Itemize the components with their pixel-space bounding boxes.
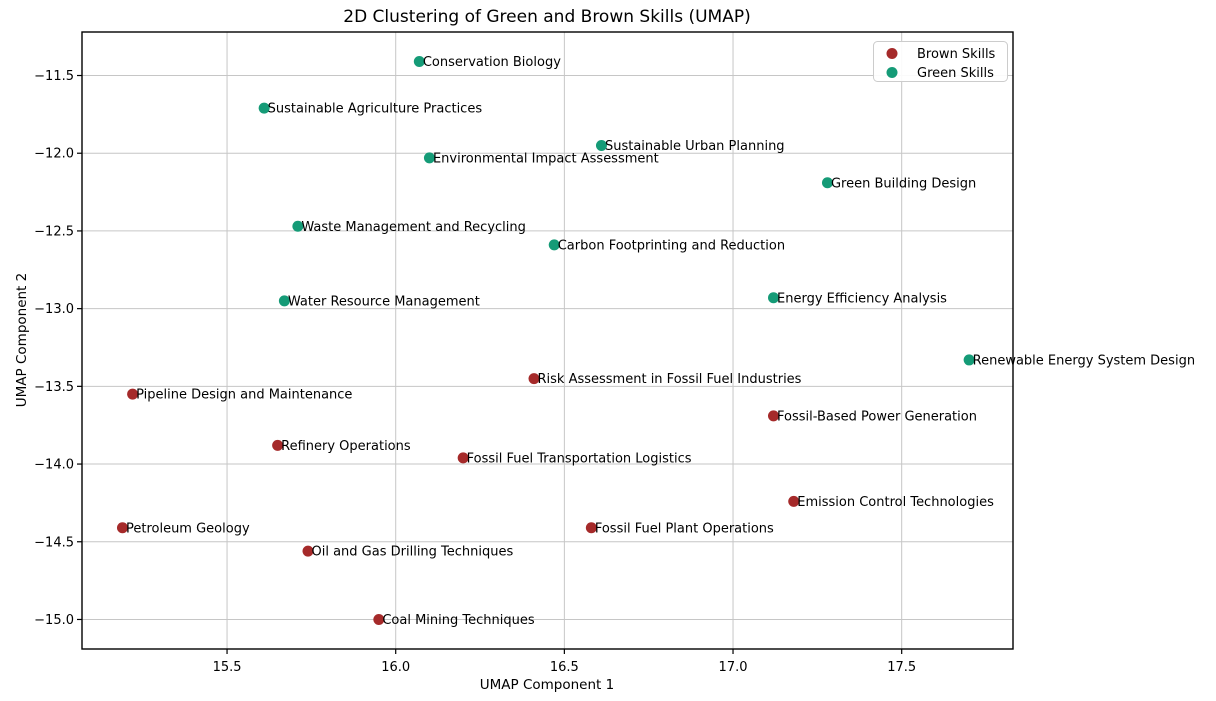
data-point-label: Coal Mining Techniques — [382, 613, 535, 628]
data-point-label: Waste Management and Recycling — [301, 220, 525, 235]
data-point-label: Sustainable Agriculture Practices — [268, 102, 483, 117]
x-tick-label: 17.5 — [887, 660, 916, 675]
legend-label: Brown Skills — [917, 47, 996, 62]
data-point-green-skills — [768, 292, 780, 304]
data-point-label: Conservation Biology — [423, 55, 561, 70]
data-point-label: Oil and Gas Drilling Techniques — [312, 545, 514, 560]
x-tick-label: 17.0 — [719, 660, 748, 675]
y-tick-label: −15.0 — [34, 613, 74, 628]
data-point-label: Petroleum Geology — [126, 521, 250, 536]
data-point-brown-skills — [272, 439, 284, 451]
y-tick-label: −12.0 — [34, 147, 74, 162]
grid-layer — [82, 32, 1013, 649]
data-point-label: Pipeline Design and Maintenance — [136, 388, 352, 403]
y-tick-label: −14.5 — [34, 535, 74, 550]
legend-label: Green Skills — [917, 66, 994, 81]
legend-box — [873, 41, 1008, 82]
data-point-label: Fossil-Based Power Generation — [777, 409, 977, 424]
y-tick-label: −13.0 — [34, 302, 74, 317]
data-point-label: Refinery Operations — [281, 439, 411, 454]
data-point-brown-skills — [373, 613, 385, 625]
data-point-brown-skills — [788, 495, 800, 507]
data-point-green-skills — [258, 102, 270, 114]
data-point-label: Emission Control Technologies — [797, 495, 994, 510]
x-axis-label: UMAP Component 1 — [480, 677, 614, 693]
y-tick-label: −13.5 — [34, 380, 74, 395]
y-tick-label: −14.0 — [34, 458, 74, 473]
legend-marker-brown-skills — [886, 48, 898, 59]
data-point-label: Renewable Energy System Design — [973, 353, 1195, 368]
data-point-label: Energy Efficiency Analysis — [777, 291, 947, 306]
data-point-label: Environmental Impact Assessment — [433, 151, 659, 166]
data-point-green-skills — [548, 239, 560, 251]
data-point-brown-skills — [302, 545, 314, 557]
data-point-label: Fossil Fuel Transportation Logistics — [467, 451, 692, 466]
data-point-brown-skills — [457, 452, 469, 464]
data-point-brown-skills — [116, 522, 128, 534]
data-point-label: Risk Assessment in Fossil Fuel Industrie… — [538, 372, 802, 387]
data-point-green-skills — [595, 139, 607, 151]
y-tick-label: −11.5 — [34, 69, 74, 84]
data-point-brown-skills — [585, 522, 597, 534]
legend: Brown Skills Green Skills — [873, 41, 1008, 82]
data-point-green-skills — [963, 354, 975, 366]
points-layer — [116, 56, 975, 625]
data-point-label: Green Building Design — [831, 176, 976, 191]
x-tick-label: 16.5 — [550, 660, 579, 675]
data-point-label: Water Resource Management — [288, 294, 480, 309]
data-point-brown-skills — [768, 410, 780, 422]
data-point-label: Sustainable Urban Planning — [605, 139, 785, 154]
data-point-brown-skills — [127, 388, 139, 400]
labels-layer: Risk Assessment in Fossil Fuel Industrie… — [126, 55, 1195, 628]
data-point-green-skills — [413, 56, 425, 68]
data-point-green-skills — [423, 152, 435, 164]
data-point-label: Carbon Footprinting and Reduction — [558, 238, 785, 253]
data-point-brown-skills — [528, 373, 540, 385]
y-axis-label: UMAP Component 2 — [14, 273, 30, 407]
tick-layer: 15.5 16.0 16.5 17.0 17.5 −11.5 −12.0 −12.5 −13.0… — [34, 69, 916, 675]
y-tick-label: −12.5 — [34, 224, 74, 239]
axes-frame — [81, 31, 1014, 650]
data-point-green-skills — [278, 295, 290, 307]
x-tick-label: 15.5 — [213, 660, 242, 675]
x-tick-label: 16.0 — [381, 660, 410, 675]
chart-title: 2D Clustering of Green and Brown Skills … — [343, 7, 751, 27]
data-point-green-skills — [821, 177, 833, 189]
data-point-green-skills — [292, 220, 304, 232]
data-point-label: Fossil Fuel Plant Operations — [595, 521, 774, 536]
legend-marker-green-skills — [886, 67, 898, 78]
